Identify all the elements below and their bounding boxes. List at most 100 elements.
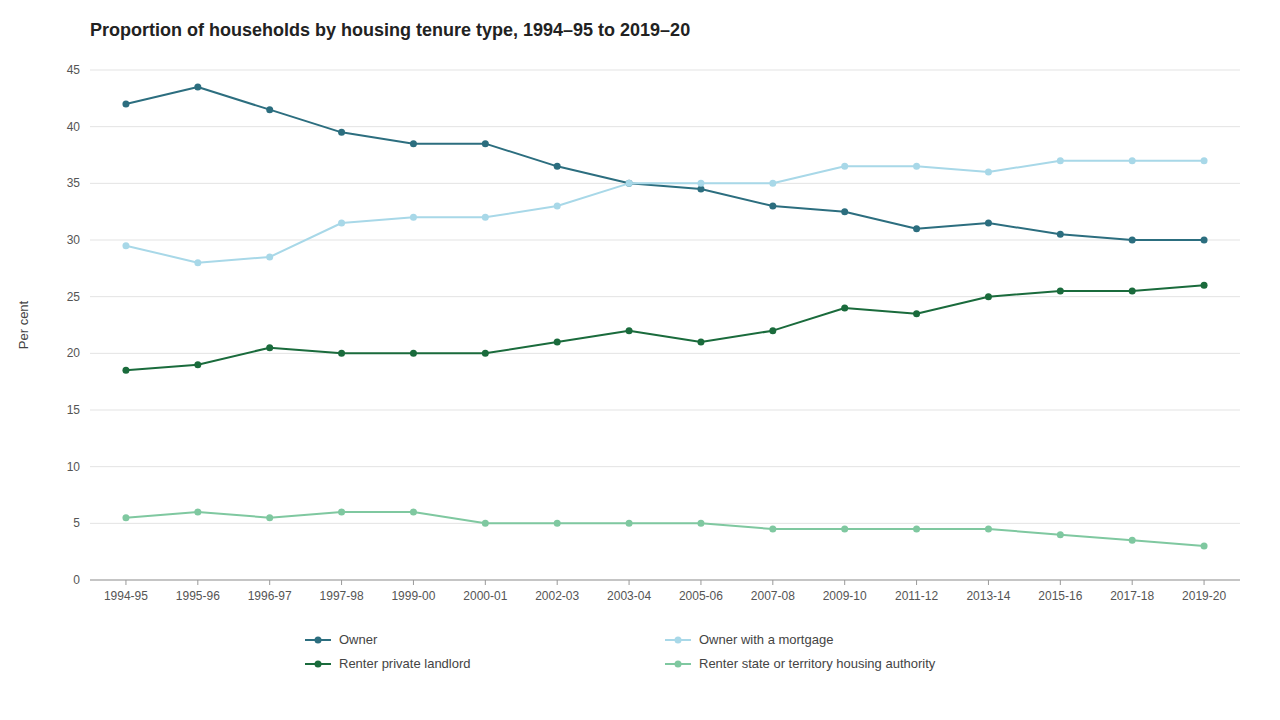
grid-line — [90, 296, 1240, 297]
title: Proportion of households by housing tenu… — [90, 20, 690, 40]
x-tick-label: 1996-97 — [248, 589, 292, 603]
x-tick-label: 2019-20 — [1182, 589, 1226, 603]
grid-line — [90, 580, 1240, 581]
series-point — [626, 180, 633, 187]
chart: Proportion of households by housing tenu… — [0, 0, 1280, 720]
x-tick-label: 2002-03 — [535, 589, 579, 603]
x-tick — [988, 580, 989, 585]
series-point — [266, 254, 273, 261]
series-point — [697, 339, 704, 346]
series-point — [913, 310, 920, 317]
x-tick — [700, 580, 701, 585]
series-point — [985, 293, 992, 300]
x-tick-label: 2013-14 — [966, 589, 1010, 603]
grid-line — [90, 466, 1240, 467]
y-axis-label: Per cent — [16, 300, 31, 349]
grid-line — [90, 240, 1240, 241]
y-tick-label: 5 — [73, 516, 80, 530]
series-point — [913, 526, 920, 533]
legend-swatch-marker — [675, 661, 682, 668]
grid — [90, 70, 1240, 580]
series-point — [1201, 543, 1208, 550]
x-tick — [916, 580, 917, 585]
series-point — [1201, 237, 1208, 244]
x-tick — [1060, 580, 1061, 585]
series-point — [985, 169, 992, 176]
y-tick-label: 35 — [67, 176, 81, 190]
series-point — [194, 509, 201, 516]
legend-swatch-marker — [315, 637, 322, 644]
series-point — [769, 327, 776, 334]
x-tick — [844, 580, 845, 585]
y-tick-label: 15 — [67, 403, 81, 417]
series-point — [841, 305, 848, 312]
legend-swatch-marker — [675, 637, 682, 644]
series-point — [1129, 537, 1136, 544]
series-point — [410, 509, 417, 516]
series-point — [913, 225, 920, 232]
series-point — [697, 180, 704, 187]
series-point — [841, 163, 848, 170]
series-point — [626, 327, 633, 334]
series-point — [1129, 237, 1136, 244]
series-point — [1057, 288, 1064, 295]
legend: Owner Owner with a mortgage Renter private… — [305, 632, 936, 671]
x-tick-label: 2009-10 — [823, 589, 867, 603]
series-point — [338, 129, 345, 136]
legend-swatch-marker — [315, 661, 322, 668]
series-point — [1057, 531, 1064, 538]
series-point — [194, 361, 201, 368]
y-tick-label: 0 — [73, 573, 80, 587]
series-point — [769, 526, 776, 533]
grid-line — [90, 353, 1240, 354]
series-point — [554, 520, 561, 527]
y-tick-label: 40 — [67, 120, 81, 134]
x-tick — [629, 580, 630, 585]
x-tick — [557, 580, 558, 585]
x-tick — [269, 580, 270, 585]
series-point — [985, 526, 992, 533]
series-point — [554, 203, 561, 210]
x-tick-label: 1994-95 — [104, 589, 148, 603]
x-tick — [772, 580, 773, 585]
legend-label: Owner with a mortgage — [699, 632, 833, 647]
x-tick — [341, 580, 342, 585]
series-point — [338, 350, 345, 357]
series-point — [482, 350, 489, 357]
y-tick-label: 10 — [67, 460, 81, 474]
series-point — [266, 106, 273, 113]
legend-label: Renter private landlord — [339, 656, 471, 671]
series-point — [841, 208, 848, 215]
y-tick-label: 20 — [67, 346, 81, 360]
x-tick-label: 2003-04 — [607, 589, 651, 603]
series-point — [122, 242, 129, 249]
series-point — [1057, 231, 1064, 238]
y-tick-label: 45 — [67, 63, 81, 77]
x-tick-label: 2000-01 — [463, 589, 507, 603]
series-point — [482, 520, 489, 527]
series-point — [410, 140, 417, 147]
series-point — [410, 350, 417, 357]
series-line — [126, 512, 1204, 546]
series-point — [266, 344, 273, 351]
x-tick — [485, 580, 486, 585]
x-tick-label: 1999-00 — [391, 589, 435, 603]
x-tick-label: 2007-08 — [751, 589, 795, 603]
grid-line — [90, 70, 1240, 71]
x-tick — [125, 580, 126, 585]
series-point — [1129, 288, 1136, 295]
series-point — [554, 163, 561, 170]
series-point — [194, 84, 201, 91]
legend-label: Renter state or territory housing author… — [699, 656, 936, 671]
series-point — [626, 520, 633, 527]
x-tick-label: 2017-18 — [1110, 589, 1154, 603]
series-line — [126, 285, 1204, 370]
x-tick — [413, 580, 414, 585]
series-point — [194, 259, 201, 266]
x-tick-label: 2011-12 — [895, 589, 938, 603]
series-point — [913, 163, 920, 170]
x-tick-label: 2005-06 — [679, 589, 723, 603]
series-point — [410, 214, 417, 221]
legend-label: Owner — [339, 632, 378, 647]
x-tick — [197, 580, 198, 585]
